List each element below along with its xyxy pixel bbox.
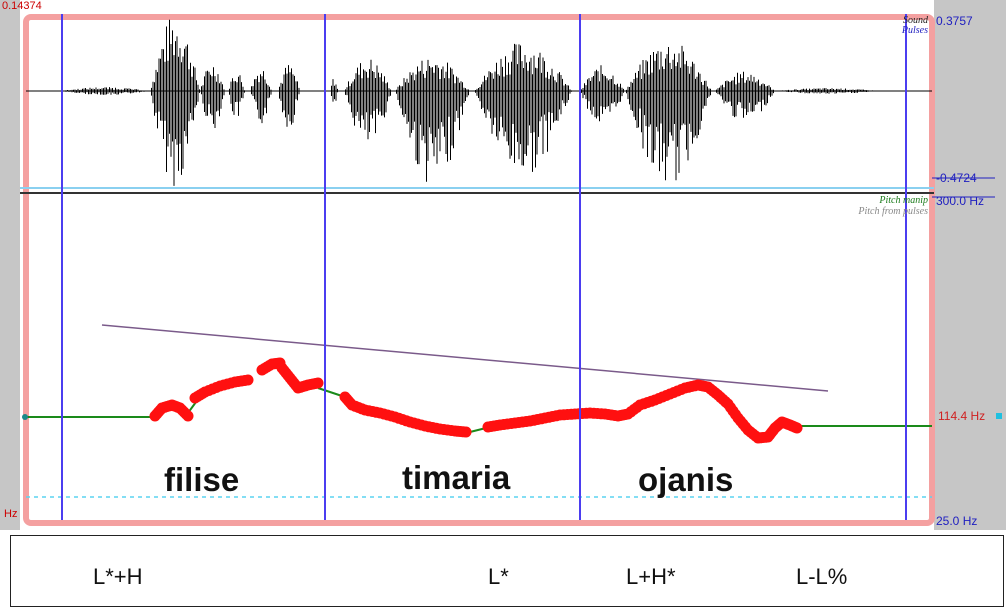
pitch-point[interactable] <box>312 377 324 389</box>
left-hz-fragment: Hz <box>4 508 18 520</box>
right-margin <box>934 0 1006 530</box>
sound-min-label: -0.4724 <box>936 171 977 185</box>
pitch-manip-legend: Pitch manip <box>879 195 928 206</box>
sound-waveform[interactable] <box>60 19 880 186</box>
pitch-bottom-label: 25.0 Hz <box>936 514 978 528</box>
tone-label-3[interactable]: L+H* <box>626 564 676 589</box>
sound-max-label: 0.3757 <box>936 14 973 28</box>
word-label-1: filise <box>164 461 240 498</box>
tone-label-2[interactable]: L* <box>488 564 509 589</box>
waveform-trace <box>61 19 879 186</box>
word-label-3: ojanis <box>638 461 734 498</box>
pitch-points[interactable] <box>149 357 803 444</box>
pitch-mid-label: 114.4 Hz <box>938 409 986 423</box>
mid-hz-marker <box>996 413 1002 419</box>
sound-legend: Sound <box>903 15 928 26</box>
pulses-legend: Pulses <box>901 25 928 36</box>
analysis-canvas[interactable] <box>0 0 1006 535</box>
tone-label-1[interactable]: L*+H <box>93 564 143 589</box>
pitch-top-label: 300.0 Hz <box>936 194 985 208</box>
pitch-start-point[interactable] <box>22 414 28 420</box>
pitch-point[interactable] <box>182 410 194 422</box>
pitch-point[interactable] <box>460 426 472 438</box>
left-margin <box>0 0 20 530</box>
time-start-label: 0.14374 <box>2 0 42 12</box>
tone-tier[interactable] <box>10 535 1004 607</box>
pitch-point[interactable] <box>242 374 254 386</box>
tone-label-4[interactable]: L-L% <box>796 564 848 589</box>
word-label-2: timaria <box>402 459 511 496</box>
frame-border <box>23 14 935 526</box>
top-strip <box>0 0 1006 14</box>
declination-line <box>101 324 829 392</box>
pitch-from-pulses-legend: Pitch from pulses <box>858 206 928 217</box>
pitch-point[interactable] <box>791 422 803 434</box>
